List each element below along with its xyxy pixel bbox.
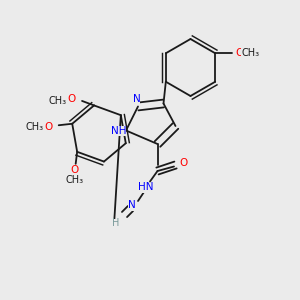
Text: N: N	[133, 94, 140, 104]
Text: CH₃: CH₃	[65, 175, 83, 185]
Text: H: H	[112, 218, 119, 229]
Text: O: O	[179, 158, 187, 169]
Text: HN: HN	[138, 182, 153, 193]
Text: CH₃: CH₃	[26, 122, 44, 132]
Text: NH: NH	[111, 125, 126, 136]
Text: CH₃: CH₃	[49, 96, 67, 106]
Text: O: O	[44, 122, 52, 132]
Text: CH₃: CH₃	[241, 48, 259, 58]
Text: O: O	[70, 165, 78, 175]
Text: O: O	[235, 48, 243, 58]
Text: N: N	[128, 200, 136, 211]
Text: O: O	[68, 94, 76, 104]
